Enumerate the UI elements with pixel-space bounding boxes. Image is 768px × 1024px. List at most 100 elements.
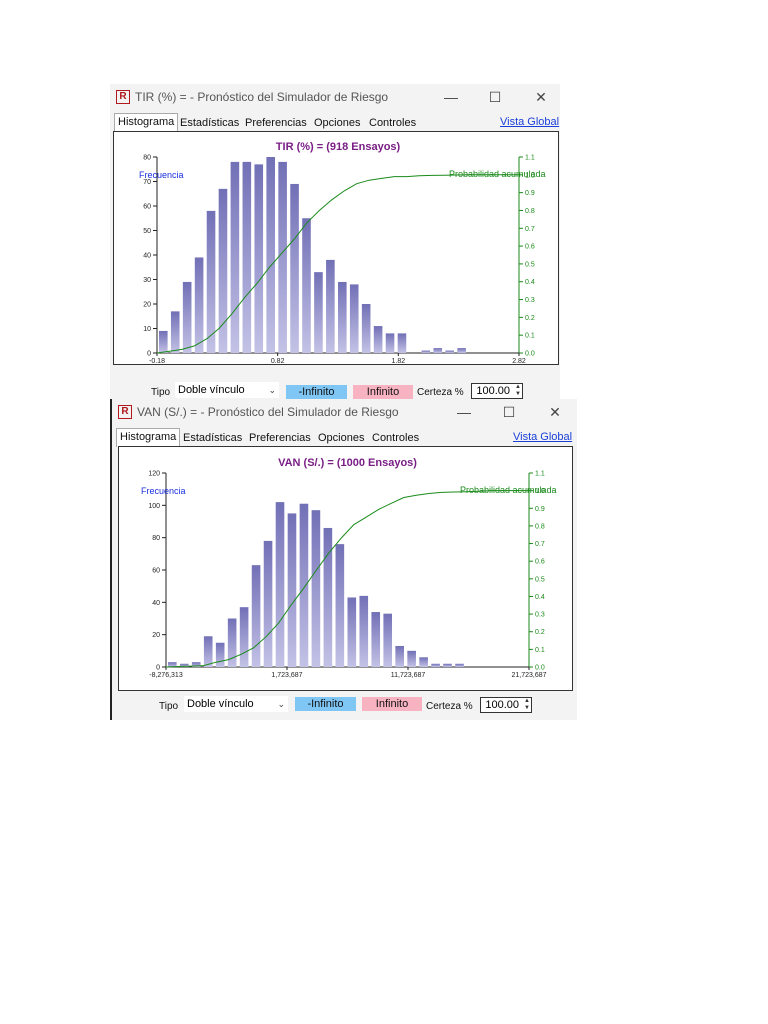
tab-controles[interactable]: Controles — [372, 432, 420, 444]
tipo-select[interactable]: Doble vínculo ⌄ — [184, 696, 288, 712]
tab-opciones[interactable]: Opciones — [314, 117, 361, 129]
tipo-value: Doble vínculo — [178, 384, 245, 396]
histogram-bar — [443, 663, 452, 667]
histogram-bar — [227, 618, 237, 667]
histogram-bar — [311, 510, 321, 667]
tab-opciones[interactable]: Opciones — [318, 432, 365, 444]
histogram-bar — [191, 662, 201, 667]
y-tick-label: 70 — [143, 179, 151, 186]
x-tick-label: 1.82 — [392, 358, 406, 364]
controls-bar: Tipo Doble vínculo ⌄ -Infinito Infinito … — [112, 695, 577, 717]
forecast-window-van: R VAN (S/.) = - Pronóstico del Simulador… — [110, 399, 577, 720]
histogram-bar — [371, 612, 381, 667]
certeza-spinner[interactable]: 100.00 ▲ ▼ — [471, 383, 523, 399]
histogram-bar — [206, 210, 216, 353]
histogram-bar — [397, 333, 407, 353]
window-title: TIR (%) = - Pronóstico del Simulador de … — [135, 90, 389, 104]
vista-global-link[interactable]: Vista Global — [500, 116, 560, 128]
y-tick-label: 60 — [143, 204, 151, 211]
y-tick-label: 50 — [143, 228, 151, 235]
histogram-bar — [215, 642, 225, 667]
tab-preferencias[interactable]: Preferencias — [249, 432, 311, 444]
y-tick-label: 100 — [148, 503, 160, 510]
x-tick-label: 0.82 — [271, 358, 285, 364]
histogram-bar — [182, 281, 192, 353]
histogram-bar — [230, 161, 240, 353]
histogram-bar — [203, 636, 213, 667]
minimize-icon[interactable]: — — [444, 89, 458, 105]
tipo-select[interactable]: Doble vínculo ⌄ — [175, 382, 279, 398]
tab-controles[interactable]: Controles — [369, 117, 417, 129]
maximize-icon[interactable]: ☐ — [488, 89, 502, 105]
maximize-icon[interactable]: ☐ — [502, 404, 516, 420]
y-axis-label: Frecuencia — [139, 170, 184, 180]
y-tick-label: 40 — [152, 600, 160, 607]
y-tick-label: 80 — [152, 535, 160, 542]
tab-estadisticas[interactable]: Estadísticas — [180, 117, 240, 129]
y2-tick-label: 0.8 — [535, 523, 545, 530]
tab-histograma[interactable]: Histograma — [114, 113, 179, 132]
histogram-bar — [290, 183, 299, 353]
histogram-bar — [419, 657, 428, 667]
y2-tick-label: 0.7 — [535, 541, 545, 548]
y2-tick-label: 0.3 — [525, 297, 535, 304]
histogram-bar — [251, 565, 261, 667]
histogram-bar — [457, 348, 466, 353]
histogram-bar — [287, 513, 297, 667]
x-tick-label: -8,276,313 — [149, 672, 183, 679]
minus-infinity-button[interactable]: -Infinito — [286, 385, 347, 399]
histogram-chart: VAN (S/.) = (1000 Ensayos) 0 20 40 60 80 100 12… — [141, 457, 557, 679]
y2-tick-label: 0.3 — [535, 612, 545, 619]
cumulative-probability-line — [156, 174, 519, 354]
y2-tick-label: 0.9 — [525, 190, 535, 197]
close-icon[interactable]: ✕ — [549, 404, 561, 420]
tab-preferencias[interactable]: Preferencias — [245, 117, 307, 129]
certeza-spinner[interactable]: 100.00 ▲ ▼ — [480, 697, 532, 713]
y-tick-label: 0 — [156, 665, 160, 672]
y2-tick-label: 1.1 — [535, 471, 545, 478]
title-bar[interactable]: R VAN (S/.) = - Pronóstico del Simulador… — [112, 399, 577, 425]
y2-tick-label: 0.1 — [525, 333, 535, 340]
histogram-bar — [359, 595, 369, 667]
y-tick-label: 120 — [148, 471, 160, 478]
histogram-bar — [421, 350, 431, 353]
tab-estadisticas[interactable]: Estadísticas — [183, 432, 243, 444]
histogram-bar — [314, 272, 323, 353]
histogram-bar — [385, 333, 395, 353]
histogram-bar — [278, 161, 287, 353]
tab-histograma[interactable]: Histograma — [116, 428, 181, 447]
minus-infinity-button[interactable]: -Infinito — [295, 697, 356, 711]
histogram-bar — [361, 304, 371, 353]
risk-simulator-logo-icon: R — [118, 405, 132, 419]
close-icon[interactable]: ✕ — [535, 89, 547, 105]
histogram-bar — [242, 161, 252, 353]
histogram-bar — [302, 218, 311, 353]
window-title: VAN (S/.) = - Pronóstico del Simulador d… — [137, 405, 399, 419]
histogram-bar — [323, 527, 333, 667]
y-tick-label: 20 — [143, 302, 151, 309]
chevron-down-icon: ⌄ — [268, 385, 276, 395]
histogram-bar — [179, 663, 189, 667]
certeza-label: Certeza % — [426, 701, 473, 712]
y2-tick-label: 0.9 — [535, 506, 545, 513]
y2-tick-label: 1.0 — [525, 172, 535, 179]
histogram-bar — [445, 350, 454, 353]
plus-infinity-button[interactable]: Infinito — [353, 385, 413, 399]
certeza-label: Certeza % — [417, 387, 464, 398]
y2-tick-label: 0.0 — [525, 351, 535, 358]
spinner-arrows-icon[interactable]: ▲ ▼ — [524, 698, 530, 711]
plus-infinity-button[interactable]: Infinito — [362, 697, 422, 711]
vista-global-link[interactable]: Vista Global — [513, 431, 573, 443]
histogram-bar — [347, 597, 357, 667]
histogram-bar — [433, 348, 443, 353]
title-bar[interactable]: R TIR (%) = - Pronóstico del Simulador d… — [110, 84, 560, 110]
minimize-icon[interactable]: — — [457, 404, 471, 420]
x-tick-label: 21,723,687 — [511, 672, 546, 679]
x-tick-label: -0.18 — [149, 358, 165, 364]
spinner-arrows-icon[interactable]: ▲ ▼ — [515, 384, 521, 397]
x-tick-label: 2.82 — [512, 358, 526, 364]
histogram-bar — [335, 544, 345, 667]
histogram-bar — [266, 157, 275, 353]
histogram-bar — [263, 540, 273, 667]
y2-tick-label: 1.1 — [525, 155, 535, 162]
